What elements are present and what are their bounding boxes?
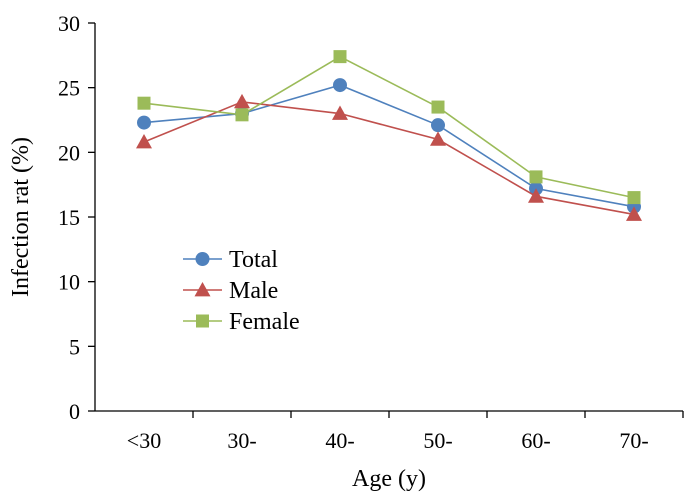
- data-point-male: [430, 131, 446, 146]
- y-axis-title: Infection rat (%): [8, 137, 34, 297]
- legend-marker-total: [195, 252, 210, 266]
- data-point-male: [332, 105, 348, 120]
- series-female: [137, 50, 641, 205]
- x-tick-label: <30: [127, 428, 161, 453]
- y-tick-label: 20: [58, 140, 80, 165]
- x-axis-title: Age (y): [352, 466, 426, 492]
- x-tick-label: 30-: [227, 428, 256, 453]
- legend: Total Male Female: [183, 247, 300, 335]
- legend-marker-female: [196, 314, 209, 328]
- data-point-total: [333, 78, 347, 93]
- legend-label-male: Male: [229, 278, 278, 304]
- y-tick-label: 5: [69, 334, 80, 359]
- legend-marker-male: [194, 282, 211, 297]
- legend-item-total: Total: [183, 247, 278, 273]
- legend-item-female: Female: [183, 309, 300, 335]
- y-tick-label: 30: [58, 11, 80, 36]
- series-line-female: [143, 55, 635, 199]
- data-point-female: [529, 170, 543, 184]
- legend-label-total: Total: [229, 247, 278, 273]
- y-tick-label: 10: [58, 270, 80, 295]
- data-point-male: [528, 188, 544, 203]
- data-point-male: [136, 133, 152, 149]
- x-tick-label: 60-: [521, 428, 550, 453]
- y-tick-label: 15: [58, 205, 80, 230]
- series-total: [137, 78, 641, 214]
- y-tick-label: 0: [69, 399, 80, 424]
- x-tick-label: 50-: [423, 428, 452, 453]
- legend-label-female: Female: [229, 309, 300, 335]
- data-point-female: [627, 191, 641, 205]
- data-point-female: [333, 50, 347, 64]
- data-point-male: [626, 206, 642, 221]
- y-ticks: 0 5 10 15 20 25 30: [58, 11, 95, 424]
- data-point-female: [235, 108, 249, 122]
- x-ticks: <30 30- 40- 50- 60- 70-: [127, 411, 684, 453]
- x-tick-label: 70-: [619, 428, 648, 453]
- y-tick-label: 25: [58, 76, 80, 101]
- data-point-total: [137, 115, 151, 130]
- data-point-male: [234, 93, 250, 109]
- series-line-male: [143, 101, 635, 216]
- x-tick-label: 40-: [325, 428, 354, 453]
- series-male: [136, 93, 642, 221]
- data-point-total: [431, 118, 445, 133]
- data-point-female: [431, 100, 445, 114]
- legend-item-male: Male: [183, 278, 278, 304]
- data-point-female: [137, 96, 151, 110]
- series-line-total: [143, 84, 635, 208]
- series-layer: [136, 50, 642, 221]
